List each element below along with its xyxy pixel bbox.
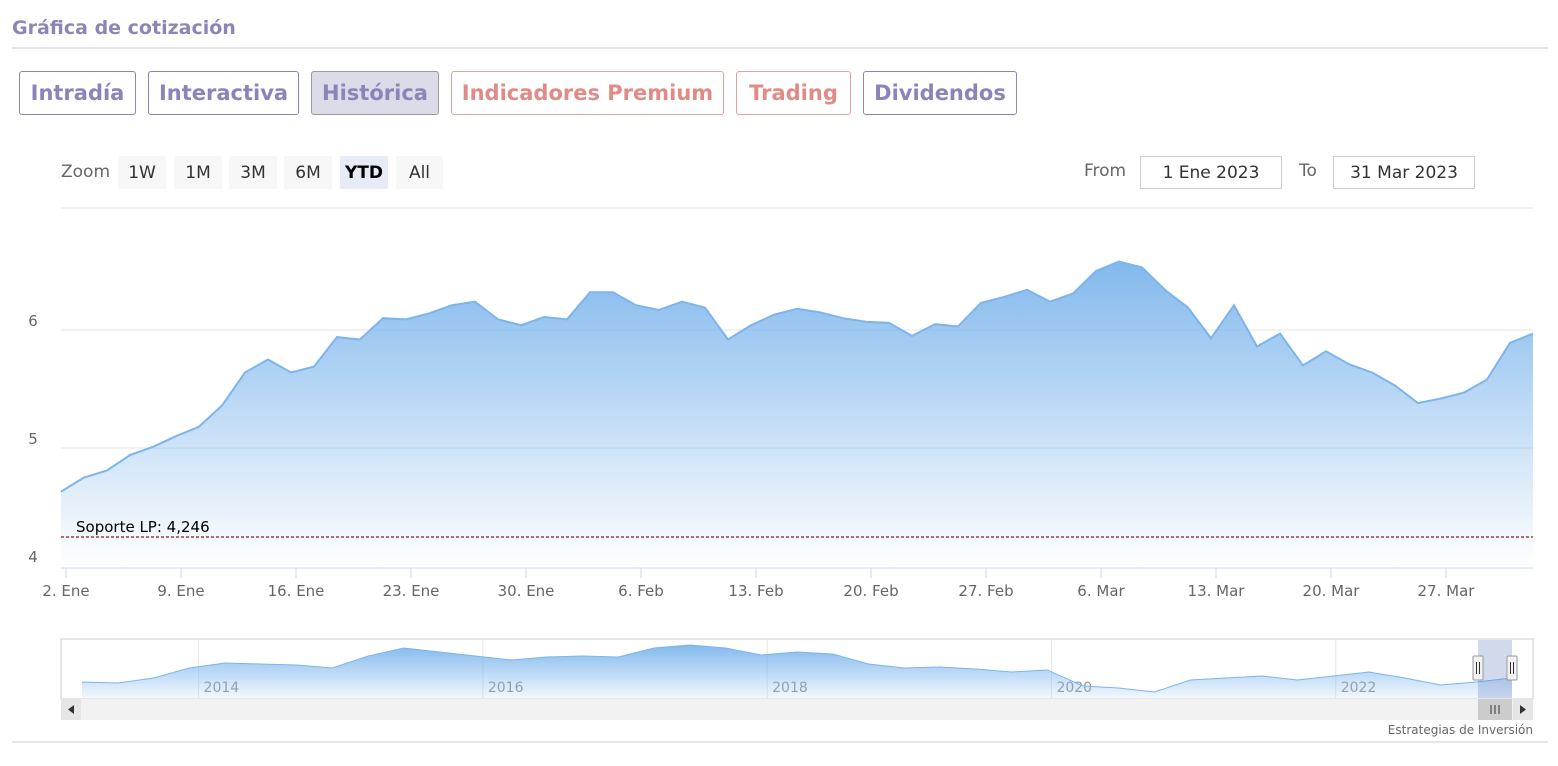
x-tick-label: 30. Ene — [498, 582, 555, 600]
x-tick-label: 27. Feb — [958, 582, 1013, 600]
line — [60, 260, 1534, 493]
x-tick-label: 6. Feb — [618, 582, 664, 600]
x-tick-label: 16. Ene — [268, 582, 325, 600]
x-tick-label: 13. Mar — [1188, 582, 1246, 600]
area — [61, 261, 1533, 568]
x-tick-label: 23. Ene — [383, 582, 440, 600]
y-tick-label: 5 — [28, 430, 38, 448]
navigator-area — [82, 645, 1512, 698]
zoom-label: Zoom — [61, 162, 111, 182]
x-tick-label: 27. Mar — [1418, 582, 1476, 600]
tab[interactable]: Intradía — [19, 71, 136, 115]
footer: Estrategias de Inversión — [1388, 723, 1533, 737]
x-tick-label: 9. Ene — [157, 582, 204, 600]
y-tick-label: 6 — [28, 312, 38, 330]
tab[interactable]: Interactiva — [148, 71, 299, 115]
from-label: From — [1084, 161, 1127, 181]
x-tick-label: 6. Mar — [1077, 582, 1125, 600]
arrow-right — [1520, 705, 1526, 714]
header-title: Gráfica de cotización — [12, 17, 236, 39]
navigator-handle[interactable] — [1506, 655, 1518, 681]
zoom-button[interactable]: 3M — [229, 156, 277, 189]
tab[interactable]: Trading — [736, 71, 851, 115]
zoom-button[interactable]: 1W — [118, 156, 166, 189]
navigator-mask — [1478, 640, 1512, 698]
navigator-line — [81, 644, 1513, 693]
x-tick-label: 20. Feb — [843, 582, 898, 600]
y-tick-label: 4 — [28, 548, 38, 566]
handle-grip — [1476, 662, 1480, 674]
to-input[interactable]: 31 Mar 2023 — [1333, 156, 1475, 189]
zoom-button[interactable]: 6M — [284, 156, 332, 189]
zoom-button-active[interactable]: YTD — [340, 156, 388, 189]
thumb-grip — [1490, 705, 1500, 714]
scrollbar — [61, 699, 1533, 720]
x-tick-label: 2. Ene — [42, 582, 89, 600]
navigator-handle[interactable] — [1472, 655, 1484, 681]
arrow-left — [68, 705, 74, 714]
zoom-button[interactable]: 1M — [174, 156, 222, 189]
x-tick-label: 20. Mar — [1303, 582, 1361, 600]
x-tick-label: 13. Feb — [728, 582, 783, 600]
tab[interactable]: Dividendos — [863, 71, 1017, 115]
tab-active[interactable]: Histórica — [311, 71, 439, 115]
zoom-button[interactable]: All — [396, 156, 443, 189]
from-input[interactable]: 1 Ene 2023 — [1140, 156, 1282, 189]
handle-grip — [1510, 662, 1514, 674]
support-label: Soporte LP: 4,246 — [76, 518, 210, 536]
to-label: To — [1299, 161, 1317, 181]
tab[interactable]: Indicadores Premium — [451, 71, 724, 115]
